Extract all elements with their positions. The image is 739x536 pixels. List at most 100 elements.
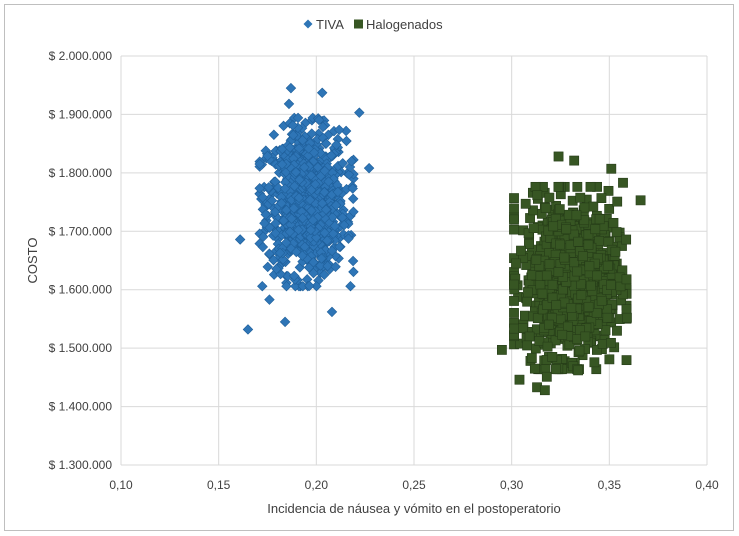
data-point [527,270,537,281]
data-point [286,213,297,224]
legend-marker-tiva [303,19,313,29]
data-point [600,325,611,336]
data-point [524,239,534,249]
data-point [272,182,284,194]
data-point [259,218,270,229]
data-point [585,181,596,192]
data-point [303,143,314,154]
data-point [283,98,295,110]
data-point [509,203,519,214]
data-point [270,227,281,239]
data-point [290,166,302,178]
data-point [268,129,280,140]
y-tick-label: $ 2.000.000 [49,49,113,63]
x-tick-label: 0,40 [695,478,719,492]
x-axis-title: Incidencia de náusea y vómito en el post… [267,501,560,516]
data-point [553,267,564,277]
data-point [348,266,359,278]
data-point [589,357,600,368]
data-point [573,365,583,376]
data-point [294,174,305,186]
data-point [316,87,328,99]
data-point [320,138,332,149]
data-point [278,215,289,226]
data-point [280,237,292,248]
data-point [297,134,308,146]
data-point [291,246,302,258]
data-point [344,161,356,173]
data-point [610,246,621,257]
data-point [612,325,622,336]
data-point [566,303,577,313]
data-point [551,300,562,311]
data-point [263,182,274,193]
x-tick-label: 0,20 [305,478,329,492]
data-point [585,280,596,291]
data-point [330,200,342,211]
data-point [319,227,330,239]
data-point [509,323,519,334]
data-point [304,280,315,292]
data-point [281,280,292,292]
data-point [305,224,316,236]
data-point [264,294,275,305]
data-point [288,203,300,214]
data-point [318,269,330,281]
data-point [274,247,286,259]
data-point [312,211,323,223]
data-point [329,220,341,232]
data-point [574,345,585,356]
data-point [306,128,318,139]
data-point [285,82,297,94]
data-point [347,255,359,267]
data-point [608,217,619,228]
data-point [603,185,614,196]
data-point [310,179,321,190]
x-tick-label: 0,25 [402,478,426,492]
data-point [534,336,545,346]
data-point [322,260,333,272]
data-point [606,280,616,290]
data-point [262,261,273,273]
data-point [276,198,287,209]
data-point [343,233,354,244]
data-point [242,324,254,335]
data-point [541,371,552,382]
data-point [531,254,542,265]
data-point [310,232,322,243]
legend: TIVA Halogenados [303,17,443,32]
data-point [345,280,356,292]
data-point [285,243,297,254]
data-point [621,274,632,285]
data-point [509,308,519,318]
data-point [520,198,531,209]
data-point [289,180,300,192]
data-point [532,190,543,201]
data-point [553,151,564,162]
data-point [597,339,608,349]
data-point [269,206,281,218]
data-point [308,267,319,279]
data-point [509,224,519,235]
data-point [590,224,601,235]
data-point [583,239,594,250]
data-point [621,234,632,245]
data-point [320,204,332,215]
data-point [312,162,324,173]
data-point [591,308,602,318]
data-point [561,224,572,235]
data-point [313,114,325,126]
data-point [524,331,535,342]
data-point [575,279,586,290]
y-tick-label: $ 1.500.000 [49,341,113,355]
data-point [317,121,329,133]
data-point [254,158,265,170]
data-point [606,337,616,348]
data-point [532,313,543,324]
data-point [528,223,539,234]
data-point [257,192,268,203]
data-point [548,221,559,232]
data-point [573,236,584,247]
data-point [257,280,268,292]
data-point [326,306,338,318]
